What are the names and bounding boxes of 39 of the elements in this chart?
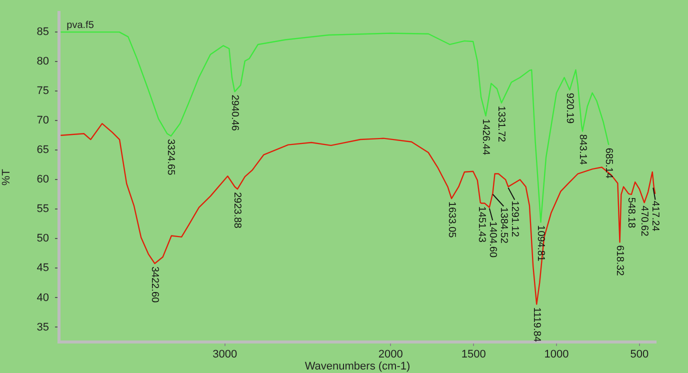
y-tick-label: 70	[36, 114, 49, 127]
x-tick-label: 2000	[378, 348, 403, 361]
annotation: 470.62	[638, 206, 650, 237]
annotation: 1331.72	[496, 106, 507, 143]
annotation: 685.14	[602, 148, 614, 179]
x-axis-title: Wavenumbers (cm-1)	[304, 360, 410, 372]
annotation: 1291.12	[508, 200, 520, 238]
y-tick-label: 60	[36, 174, 49, 186]
y-axis-title: %T	[0, 168, 13, 186]
x-tick-label: 500	[630, 348, 649, 361]
annotation: 1094.81	[535, 225, 546, 262]
x-tick-label: 1500	[461, 348, 486, 361]
y-tick-label: 35	[36, 321, 49, 334]
annotation: 2940.46	[228, 94, 240, 132]
annotation: 2923.88	[232, 192, 243, 229]
annotation: 3324.65	[165, 138, 176, 176]
y-tick-label: 75	[36, 85, 49, 98]
annotation: 1426.44	[480, 118, 492, 156]
annotation: 920.19	[564, 92, 575, 124]
annotation: 1384.52	[498, 207, 509, 244]
annotation: 1451.43	[476, 206, 487, 243]
annotation: 618.32	[614, 245, 626, 276]
annotation: 843.14	[576, 134, 588, 166]
annotation: 1404.60	[486, 221, 498, 258]
x-tick-label: 1000	[544, 348, 569, 361]
annotation: 1633.05	[446, 202, 457, 238]
y-tick-label: 85	[36, 26, 49, 38]
annotation: 417.24	[650, 200, 661, 232]
y-tick-label: 65	[36, 144, 49, 156]
y-tick-label: 45	[36, 262, 49, 274]
y-tick-label: 80	[36, 56, 49, 68]
y-tick-label: 55	[36, 203, 49, 216]
annotation: 3422.60	[149, 266, 160, 304]
annotation: 548.18	[626, 197, 637, 228]
series-label: pva.f5	[66, 20, 94, 31]
y-tick-label: 50	[36, 232, 49, 245]
y-tick-label: 40	[36, 292, 49, 304]
annotation: 1119.84	[530, 307, 542, 342]
x-tick-label: 3000	[212, 348, 238, 361]
